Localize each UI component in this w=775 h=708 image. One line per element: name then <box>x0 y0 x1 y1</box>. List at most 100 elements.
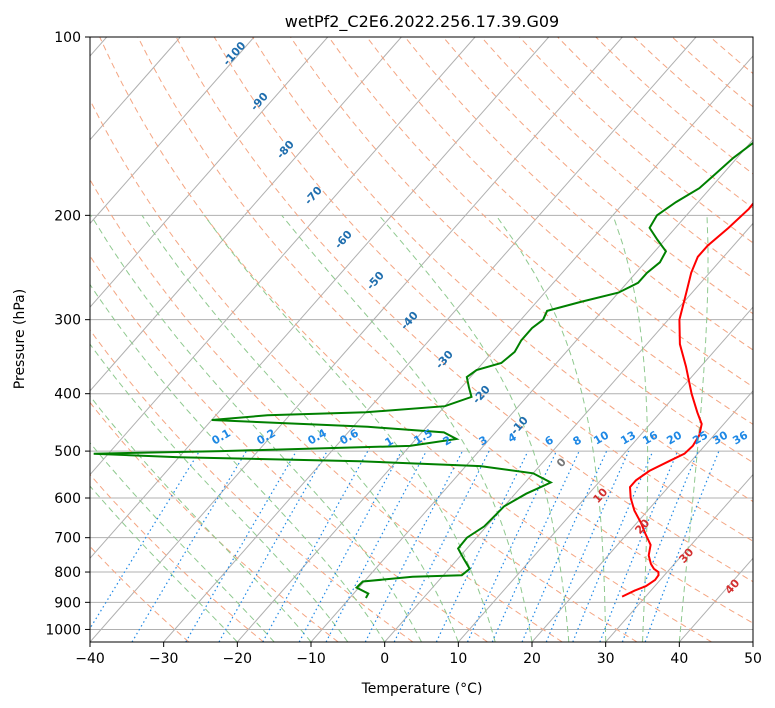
dry-adiabat-line <box>90 329 414 642</box>
x-tick-label: −30 <box>149 651 179 667</box>
dry-adiabat-line <box>480 37 753 279</box>
mixing-ratio-line <box>218 450 328 642</box>
moist-adiabat-line <box>90 343 349 642</box>
dry-adiabat-line <box>366 37 753 388</box>
dry-adiabat-label: -100 <box>220 39 248 68</box>
dry-adiabat-line <box>251 37 753 503</box>
mixing-ratio-label: 20 <box>664 428 684 447</box>
mixing-ratio-line <box>491 450 580 642</box>
chart-title: wetPf2_C2E6.2022.256.17.39.G09 <box>285 12 559 32</box>
isotherm-line <box>90 37 550 560</box>
moist-adiabat-line <box>378 214 570 642</box>
dry-adiabat-line <box>328 37 753 425</box>
dry-adiabat-line <box>442 37 753 315</box>
mixing-ratio-label: 0.4 <box>306 426 330 447</box>
isotherm-line <box>90 37 402 392</box>
dry-adiabat-line <box>90 545 190 642</box>
mixing-ratio-label: 0.1 <box>210 426 233 447</box>
mixing-ratio-line <box>262 450 369 642</box>
mixing-ratio-line <box>466 450 558 642</box>
y-axis-title: Pressure (hPa) <box>12 289 28 389</box>
moist-adiabat-line <box>90 442 275 642</box>
dry-adiabat-label: -20 <box>470 383 493 407</box>
dry-adiabat-line <box>90 401 339 642</box>
x-tick-label: 30 <box>597 651 615 667</box>
mixing-ratio-line <box>644 450 720 642</box>
temperature-profile <box>621 202 753 598</box>
isotherm-line <box>236 55 753 642</box>
y-tick-label: 300 <box>54 313 81 329</box>
moist-adiabat-line <box>678 215 709 642</box>
dry-adiabat-label: -30 <box>433 348 456 372</box>
x-tick-label: 40 <box>670 651 688 667</box>
dry-adiabat-label: -90 <box>248 90 271 114</box>
pressure-gridlines <box>90 37 753 630</box>
y-tick-label: 800 <box>54 565 81 581</box>
y-tick-label: 400 <box>54 387 81 403</box>
moist-adiabat-line <box>281 214 533 642</box>
isotherm-line <box>457 306 753 642</box>
moist-adiabat-line <box>612 215 649 642</box>
y-tick-label: 500 <box>54 444 81 460</box>
dry-adiabats <box>90 37 753 642</box>
mixing-ratio-label: 30 <box>710 428 730 447</box>
dry-adiabat-line <box>633 37 753 141</box>
dry-adiabat-label: -50 <box>364 269 387 293</box>
mixing-ratio-label: 10 <box>591 428 611 447</box>
mixing-ratio-label: 8 <box>571 433 584 448</box>
dry-adiabat-line <box>90 255 488 642</box>
isotherm-line <box>90 37 623 642</box>
skewed-isotherms <box>90 37 753 642</box>
mixing-ratio-label: 0.6 <box>338 426 362 447</box>
mixing-ratio-label: 6 <box>543 433 556 448</box>
dry-adiabat-line <box>90 98 638 642</box>
dry-adiabat-label: 40 <box>722 576 742 596</box>
mixing-ratio-line <box>185 450 297 642</box>
moist-adiabat-line <box>90 215 422 642</box>
moist-adiabat-line <box>141 215 459 642</box>
isotherm-line <box>90 37 476 476</box>
mixing-ratio-label: 36 <box>730 428 750 447</box>
isotherm-line <box>90 37 255 225</box>
mixing-ratio-line <box>90 450 201 630</box>
mixing-ratio-line <box>325 450 427 642</box>
isotherm-line <box>90 37 329 308</box>
dry-adiabat-label: 20 <box>632 516 652 536</box>
dry-adiabat-line <box>90 178 563 642</box>
dry-adiabat-line <box>90 473 264 642</box>
x-tick-label: −10 <box>296 651 326 667</box>
mixing-ratio-line <box>621 450 699 642</box>
y-tick-label: 700 <box>54 531 81 547</box>
dry-adiabat-label: -40 <box>398 309 421 333</box>
mixing-ratio-line <box>435 450 529 642</box>
x-tick-label: 10 <box>449 651 467 667</box>
isotherm-line <box>678 557 753 642</box>
x-axis-title: Temperature (°C) <box>361 681 483 697</box>
dry-adiabat-label: -60 <box>332 228 355 252</box>
dry-adiabat-label: 30 <box>676 545 696 565</box>
y-tick-label: 600 <box>54 491 81 507</box>
moist-adiabats <box>90 214 709 642</box>
plot-area <box>90 37 753 642</box>
dry-adiabat-line <box>557 37 753 209</box>
dry-adiabat-line <box>175 37 753 583</box>
moist-adiabat-line <box>203 215 496 642</box>
moist-adiabat-line <box>495 215 607 642</box>
isotherm-line <box>90 37 181 141</box>
mixing-ratio-line <box>572 450 654 642</box>
x-tick-label: 0 <box>380 651 389 667</box>
isotherm-line <box>531 390 753 642</box>
dry-adiabat-label: -70 <box>302 184 325 208</box>
mixing-ratio-line <box>599 450 679 642</box>
mixing-ratio-label: 13 <box>618 429 638 448</box>
isotherm-line <box>384 222 753 642</box>
y-tick-label: 900 <box>54 595 81 611</box>
dry-adiabat-line <box>99 37 712 642</box>
isotherm-line <box>752 641 753 642</box>
y-tick-label: 1000 <box>45 622 81 638</box>
isopleth-labels: -100-90-80-70-60-50-40-30-20-10010203040… <box>210 39 751 597</box>
mixing-ratio-label: 0.2 <box>255 426 278 447</box>
x-tick-label: −20 <box>223 651 253 667</box>
mixing-ratio-line <box>298 450 403 642</box>
